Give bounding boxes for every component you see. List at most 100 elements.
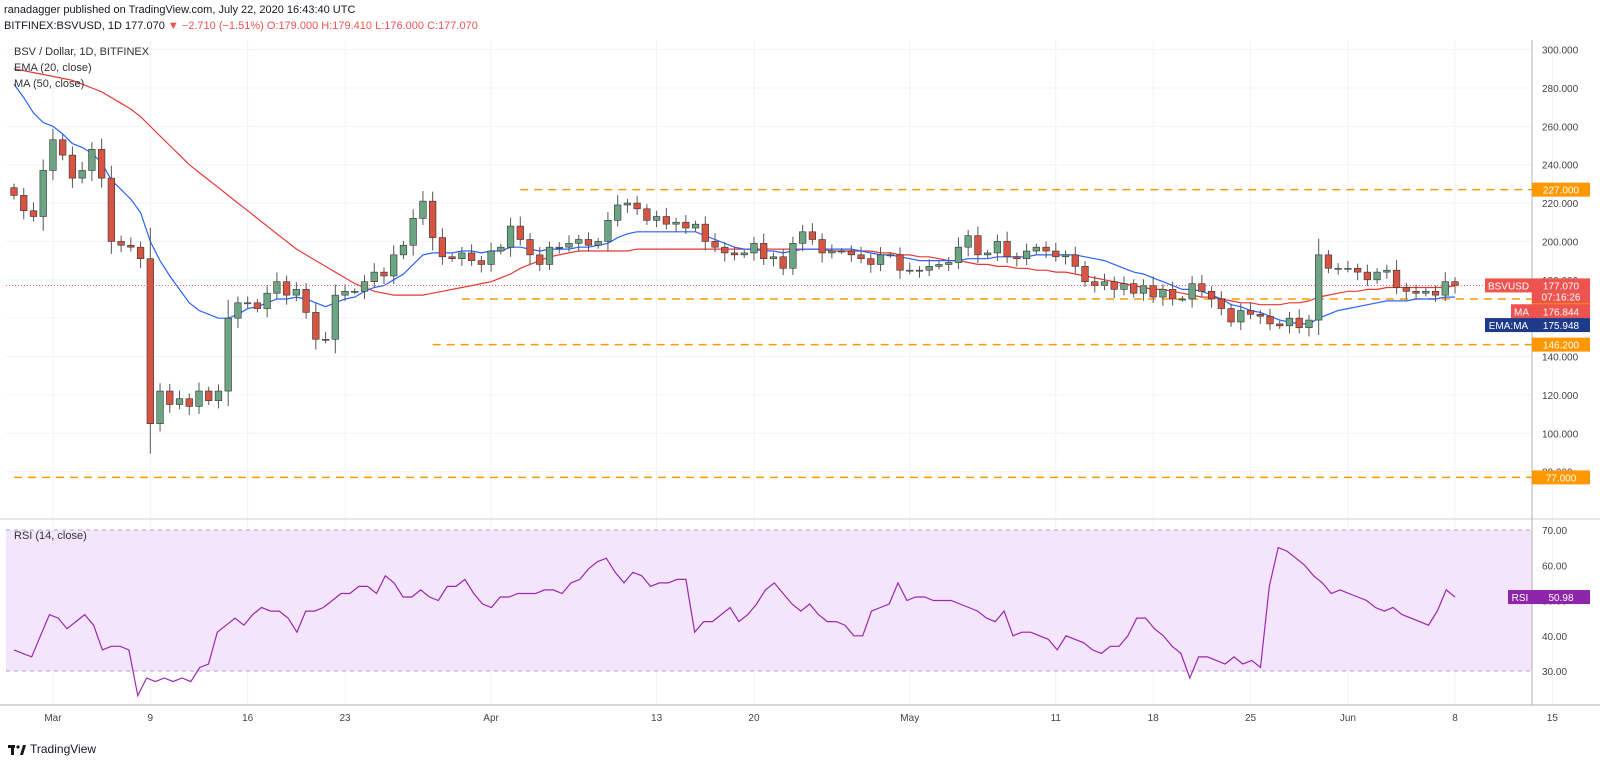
candle [974,235,982,256]
candle [127,244,135,248]
candle [351,291,359,293]
candle [419,200,427,219]
candle [1266,315,1274,325]
ma-legend: MA (50, close) [14,78,85,90]
badge-tag [1485,278,1532,293]
candle [915,269,924,272]
candle [321,338,330,341]
candle [341,291,349,296]
candle [779,256,787,269]
price-badge [1532,278,1590,293]
candle [136,246,145,259]
candle [1344,267,1352,270]
candle [935,264,943,267]
candle [390,254,398,277]
price-pane [6,40,1532,510]
badge-tag-label: EMA:MA [1489,321,1529,332]
candle [1276,323,1284,327]
candle [166,390,174,405]
candle [78,170,86,179]
badge-tag [1485,318,1532,333]
candle [1091,281,1099,286]
rsi-band-fill [6,530,1532,671]
candle [1412,291,1420,294]
candle [701,223,709,242]
candle [1042,246,1050,252]
candle [1315,254,1323,321]
level-badge [1532,182,1590,197]
candle [876,254,885,265]
candle [399,244,408,256]
candle [1071,254,1079,267]
candle [691,223,700,229]
candle [954,246,963,263]
candle [993,241,1001,254]
candle [477,260,485,265]
price-badge [1532,318,1590,333]
candle [107,177,115,242]
candle [175,398,184,405]
price-tick-label: 100.000 [1542,429,1579,440]
candle [331,294,339,340]
candle [672,221,680,225]
time-tick-label: 23 [339,713,351,724]
level-badge-label: 77.000 [1546,473,1577,484]
level-badge [1532,337,1590,352]
footer-brand[interactable]: TradingView [8,742,96,756]
candle [711,241,719,248]
candle [1383,269,1391,273]
candle [662,216,670,225]
time-tick-label: 16 [242,713,254,724]
candle [59,139,67,156]
candle [487,250,495,265]
chart-title: BSV / Dollar, 1D, BITFINEX [14,46,150,58]
rsi-badge [1532,590,1590,605]
candle [614,204,622,221]
time-tick-label: Mar [44,713,62,724]
candle [29,210,38,217]
time-tick-label: 11 [1051,713,1062,724]
candle [896,254,904,271]
candle [565,243,573,248]
candle [205,390,213,401]
symbol-name: BITFINEX:BSVUSD, 1D [4,20,122,32]
candle [360,281,369,292]
time-tick-label: 9 [148,713,154,724]
price-tick-label: 140.000 [1542,353,1579,364]
candle [156,390,164,424]
time-tick-label: 8 [1452,713,1458,724]
candle [458,252,466,259]
level-badge-label: 227.000 [1543,186,1580,197]
candle [312,312,320,340]
candle [828,250,836,254]
candle [847,250,855,256]
candle [1120,283,1128,290]
last-price: 177.070 [125,20,165,32]
price-tick-label: 300.000 [1542,46,1579,57]
candle [1149,285,1157,298]
level-badge-label: 146.200 [1543,341,1580,352]
rsi-line [13,546,1456,698]
candle [1295,317,1303,329]
candle [584,239,593,246]
price-badge-label: 176.844 [1543,307,1580,318]
candle [234,302,242,319]
candle [429,200,437,238]
badge-tag [1511,304,1532,319]
symbol-line: BITFINEX:BSVUSD, 1D 177.070 ▼ −2.710 (−1… [4,20,478,32]
time-tick-label: May [900,713,919,724]
candle [214,390,223,401]
candle [117,241,125,246]
candle [721,246,729,254]
candle [273,281,281,294]
ohlc-values: O:179.000 H:179.410 L:176.000 C:177.070 [266,20,478,32]
candle [1363,271,1371,281]
candle [545,246,554,265]
candle [380,271,388,277]
candle [643,208,651,221]
candle [283,281,291,296]
price-tick-label: 220.000 [1542,199,1579,210]
time-tick-label: 25 [1245,713,1257,724]
candle [1431,291,1440,296]
